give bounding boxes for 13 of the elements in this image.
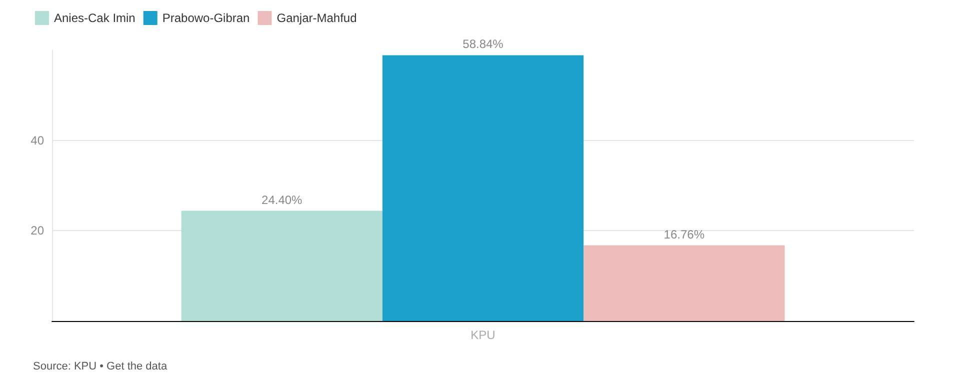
source-note: Source: KPU • Get the data bbox=[33, 360, 168, 372]
data-label: 16.76% bbox=[664, 227, 705, 242]
legend-label: Anies-Cak Imin bbox=[54, 11, 136, 25]
legend-label: Prabowo-Gibran bbox=[162, 11, 250, 25]
bar bbox=[382, 55, 584, 321]
x-tick-label: KPU bbox=[470, 328, 496, 342]
data-label: 24.40% bbox=[262, 192, 303, 207]
data-label: 58.84% bbox=[462, 37, 504, 52]
bar bbox=[584, 245, 785, 321]
y-tick-label: 20 bbox=[30, 224, 44, 238]
legend-label: Ganjar-Mahfud bbox=[276, 11, 357, 25]
bar bbox=[181, 210, 382, 321]
y-tick-label: 40 bbox=[30, 133, 44, 148]
